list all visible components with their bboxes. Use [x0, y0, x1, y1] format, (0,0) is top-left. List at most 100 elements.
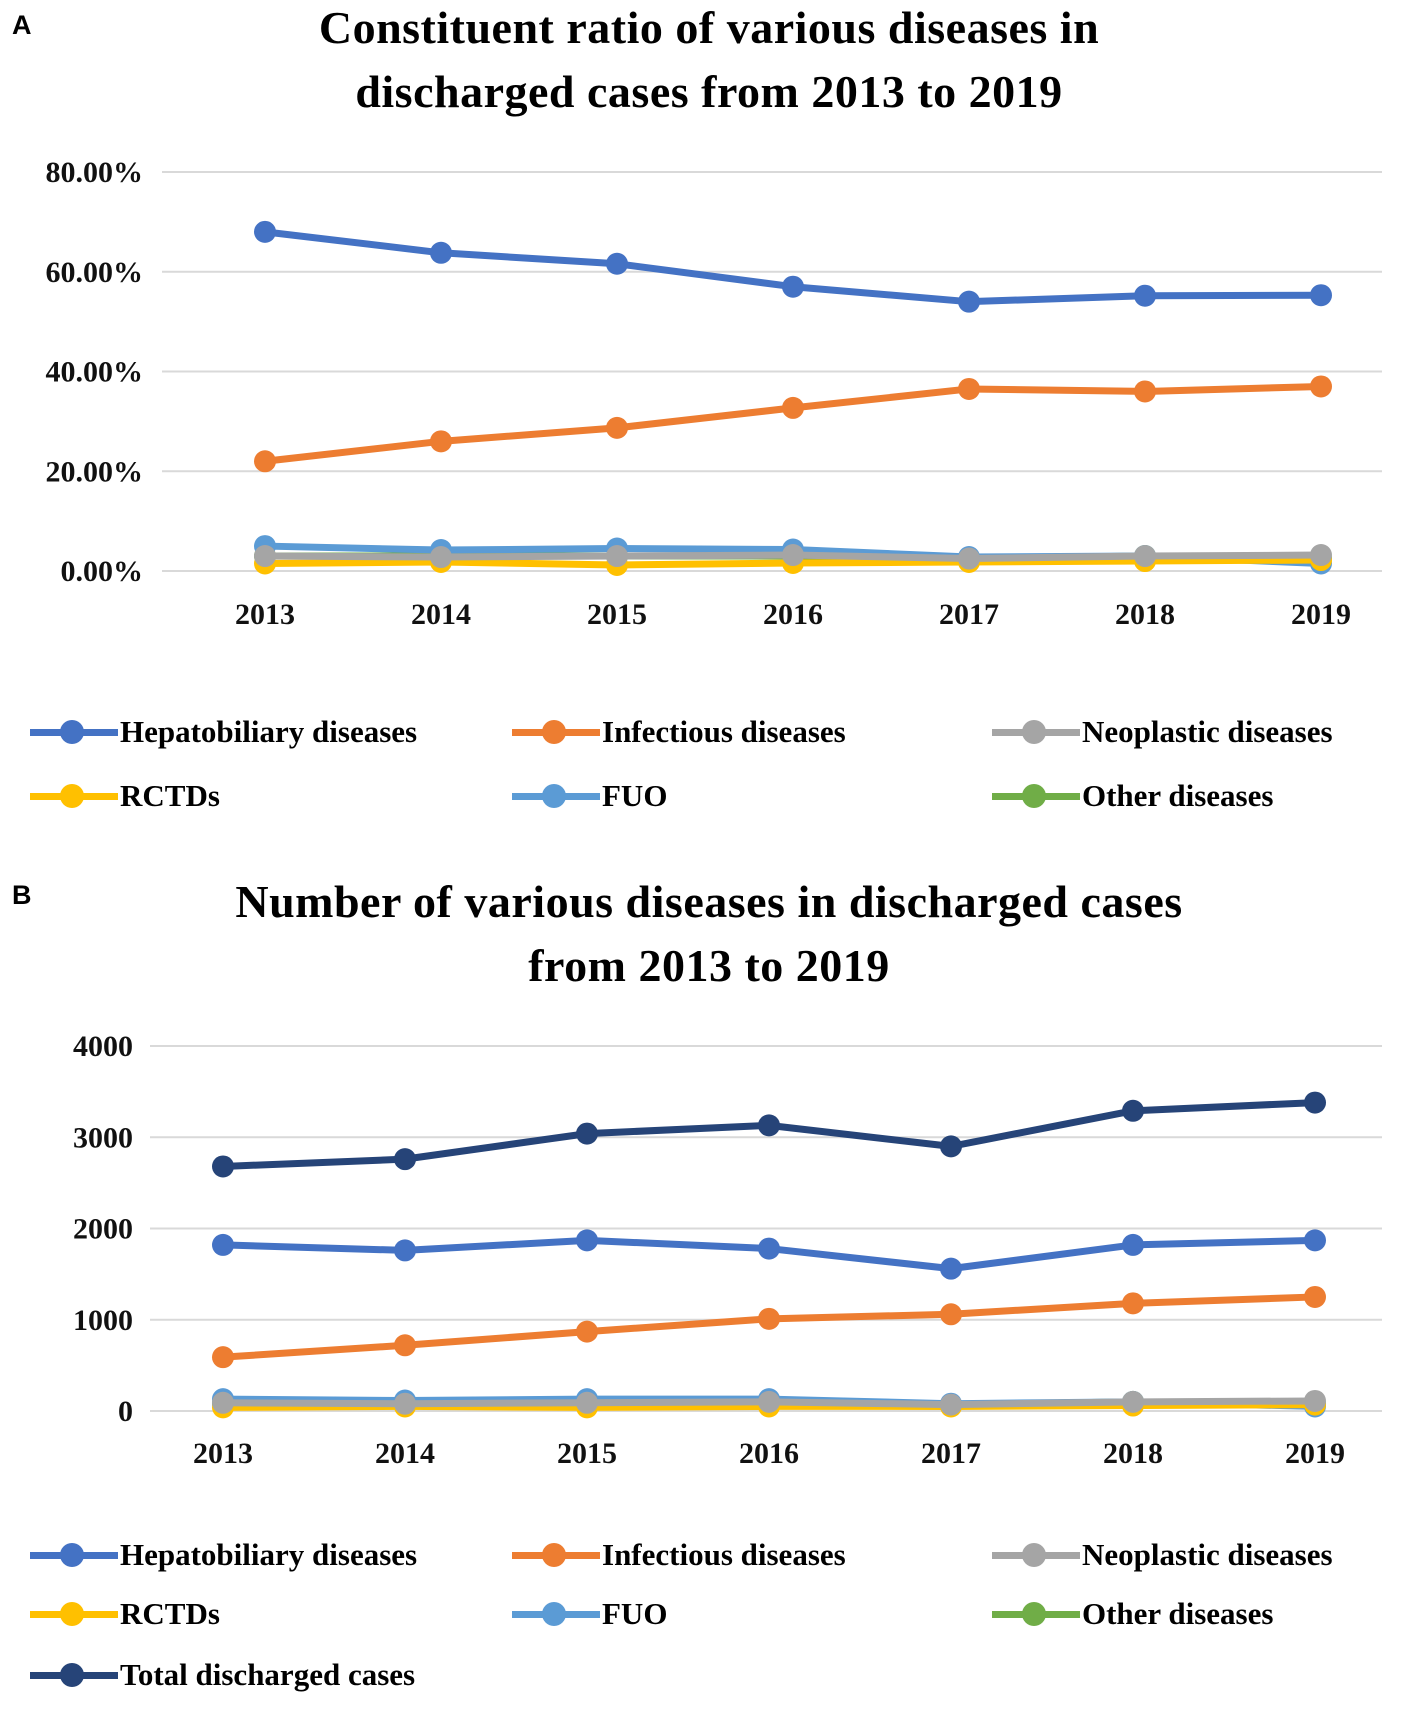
data-point — [576, 1391, 598, 1414]
data-point — [254, 450, 276, 473]
legend-swatch-icon — [30, 776, 118, 816]
y-tick-label: 40.00% — [46, 356, 144, 389]
legend-label: FUO — [602, 778, 668, 813]
data-point — [758, 1114, 780, 1137]
data-point — [758, 1390, 780, 1413]
legend-item-other-diseases: Other diseases — [992, 776, 1273, 816]
data-point — [254, 545, 276, 568]
series-total-discharged-cases — [212, 1091, 1326, 1178]
y-tick-label: 2000 — [73, 1213, 133, 1246]
data-point — [394, 1148, 416, 1171]
y-tick-label: 0 — [118, 1395, 133, 1428]
legend-swatch-icon — [992, 1535, 1080, 1575]
x-tick-label: 2017 — [921, 1437, 981, 1470]
gridlines — [162, 171, 1382, 572]
legend-label: Infectious diseases — [602, 1537, 846, 1572]
data-point — [940, 1257, 962, 1280]
y-tick-label: 0.00% — [61, 555, 144, 588]
series-neoplastic-diseases — [212, 1389, 1326, 1416]
data-point — [1122, 1233, 1144, 1256]
legend-item-total-discharged-cases: Total discharged cases — [30, 1655, 415, 1695]
data-point — [1304, 1389, 1326, 1412]
data-point — [606, 252, 628, 275]
x-tick-label: 2015 — [587, 598, 647, 631]
legend-swatch-icon — [512, 1594, 600, 1634]
legend-item-infectious-diseases: Infectious diseases — [512, 1535, 846, 1575]
data-point — [576, 1122, 598, 1145]
data-point — [1310, 284, 1332, 307]
data-point — [430, 546, 452, 569]
data-point — [782, 544, 804, 567]
data-point — [782, 275, 804, 298]
y-tick-label: 80.00% — [46, 156, 144, 189]
x-tick-label: 2013 — [235, 598, 295, 631]
data-point — [1310, 375, 1332, 398]
data-point — [576, 1229, 598, 1252]
line-chart-count: 0 1000 2000 3000 4000 2013 2014 2015 2016 2017 201… — [73, 1030, 1382, 1470]
data-point — [394, 1392, 416, 1415]
data-point — [576, 1320, 598, 1343]
y-tick-label: 1000 — [73, 1304, 133, 1337]
series-hepatobiliary-diseases — [212, 1229, 1326, 1280]
panel-letter: B — [12, 880, 32, 910]
data-point — [212, 1233, 234, 1256]
legend-label: RCTDs — [120, 778, 220, 813]
legend-label: Other diseases — [1082, 1596, 1274, 1631]
x-tick-label: 2016 — [763, 598, 823, 631]
x-tick-label: 2019 — [1285, 1437, 1345, 1470]
legend: Hepatobiliary diseases Infectious disease… — [30, 1535, 1410, 1715]
data-point — [940, 1393, 962, 1416]
data-point — [212, 1346, 234, 1369]
series-hepatobiliary-diseases — [254, 220, 1332, 313]
data-point — [1122, 1099, 1144, 1122]
legend-label: RCTDs — [120, 1596, 220, 1631]
legend-item-fuo: FUO — [512, 776, 667, 816]
y-tick-label: 60.00% — [46, 256, 144, 289]
x-tick-label: 2015 — [557, 1437, 617, 1470]
series-infectious-diseases — [254, 375, 1332, 473]
legend-swatch-icon — [992, 776, 1080, 816]
panel-letter: A — [12, 10, 32, 40]
data-point — [1310, 544, 1332, 567]
data-point — [254, 220, 276, 243]
y-tick-label: 20.00% — [46, 455, 144, 488]
data-point — [758, 1237, 780, 1260]
legend-swatch-icon — [512, 1535, 600, 1575]
chart-title: Constituent ratio of various diseases in… — [0, 0, 1418, 124]
data-point — [212, 1155, 234, 1178]
x-tick-label: 2013 — [193, 1437, 253, 1470]
legend-label: Other diseases — [1082, 778, 1274, 813]
panel-b: B Number of various diseases in discharg… — [0, 870, 1418, 1710]
data-point — [1134, 545, 1156, 568]
data-point — [1304, 1285, 1326, 1308]
legend-item-rctds: RCTDs — [30, 1594, 220, 1634]
legend-item-infectious-diseases: Infectious diseases — [512, 712, 846, 752]
data-point — [940, 1303, 962, 1326]
x-tick-label: 2014 — [411, 598, 471, 631]
line-chart-ratio: 0.00% 20.00% 40.00% 60.00% 80.00% 2013 2014 201… — [46, 156, 1382, 631]
legend-swatch-icon — [30, 712, 118, 752]
data-point — [430, 430, 452, 453]
chart-title: Number of various diseases in discharged… — [0, 870, 1418, 998]
data-point — [958, 547, 980, 570]
data-point — [430, 241, 452, 264]
x-tick-label: 2016 — [739, 1437, 799, 1470]
data-point — [606, 545, 628, 568]
legend-item-rctds: RCTDs — [30, 776, 220, 816]
data-point — [758, 1307, 780, 1330]
data-point — [1304, 1091, 1326, 1114]
chart-title-line-2: discharged cases from 2013 to 2019 — [355, 66, 1063, 117]
data-point — [1134, 284, 1156, 307]
panel-a: A Constituent ratio of various diseases … — [0, 0, 1418, 840]
legend-swatch-icon — [30, 1594, 118, 1634]
legend-label: Hepatobiliary diseases — [120, 1537, 418, 1572]
legend-swatch-icon — [30, 1535, 118, 1575]
legend-label: Total discharged cases — [120, 1657, 416, 1692]
data-point — [958, 290, 980, 313]
data-point — [212, 1391, 234, 1414]
legend-swatch-icon — [992, 1594, 1080, 1634]
data-point — [1134, 380, 1156, 403]
legend-label: Neoplastic diseases — [1082, 1537, 1333, 1572]
gridlines — [150, 1045, 1382, 1412]
legend-label: FUO — [602, 1596, 668, 1631]
